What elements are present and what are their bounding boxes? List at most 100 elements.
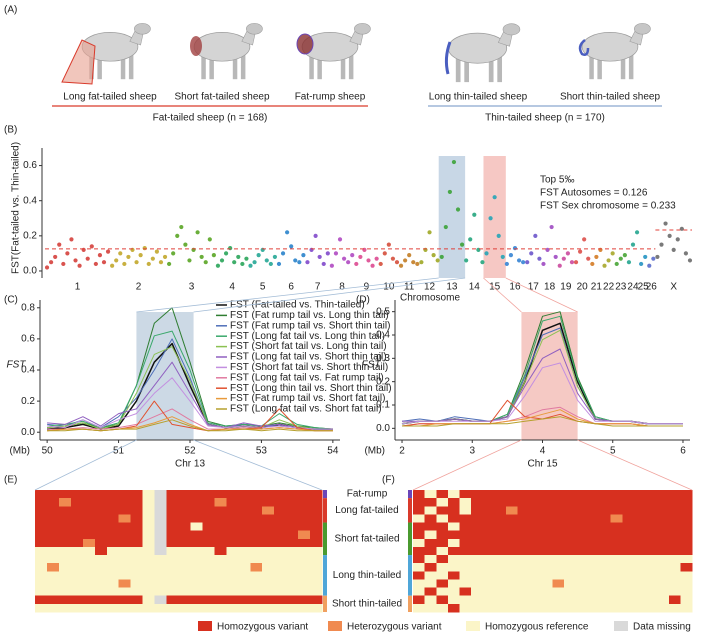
heatmap-cell [106,530,120,540]
heatmap-cell [494,595,507,605]
heatmap-cell [94,538,108,548]
heatmap-cell [529,490,542,499]
heatmap-cell [106,490,120,499]
heatmap-cell [680,595,693,605]
group-bar [323,490,327,499]
heatmap-cell [424,555,437,564]
heatmap-cell [610,506,623,515]
x-tick-label: 13 [446,282,458,293]
group-bar [323,522,327,556]
heatmap-cell [599,490,611,499]
heatmap-cell [413,579,425,588]
heatmap-cell [564,603,577,613]
heatmap-cell [529,579,542,588]
heatmap-cell [82,546,96,556]
heatmap-cell [35,538,48,548]
heatmap-cell [529,571,542,580]
heatmap-cell [238,603,251,613]
heatmap-cell [424,506,437,515]
data-point [337,237,343,242]
heatmap-cell [680,587,693,597]
heatmap-cell [447,522,460,531]
group-label: Fat-rump [347,489,388,500]
heatmap-cell [35,514,48,523]
heatmap-cell [668,579,681,588]
y-axis-title: FST(Fat-tailed vs. Thin-tailed) [11,142,22,274]
data-point [622,253,627,258]
heatmap-cell [436,538,449,548]
heatmap-cell [540,506,553,515]
heatmap-cell [250,595,263,605]
series-line [47,307,333,430]
heatmap-cell [58,538,72,548]
data-point [219,258,225,263]
heatmap-cell [599,506,611,515]
breed-label: Long fat-tailed sheep [63,92,157,103]
heatmap-cell [622,506,635,515]
x-axis-title: Chromosome [400,293,460,304]
series-line [401,362,683,425]
heatmap-cell [94,522,108,531]
data-point [101,260,107,265]
data-point [508,253,514,258]
heatmap-cell [310,498,323,507]
data-point [285,230,290,235]
heatmap-cell [552,498,565,507]
x-tick-label: 14 [469,282,481,293]
heatmap-cell [633,514,646,523]
heatmap-cell [130,506,143,515]
heatmap-cell [459,555,472,564]
heatmap-cell [106,587,120,597]
heatmap-cell [202,490,215,499]
heatmap-cell [645,522,658,531]
heatmap-cell [622,595,635,605]
heatmap-cell [575,587,588,597]
heatmap-cell [214,546,227,556]
heatmap-cell [668,587,681,597]
heatmap-cell [298,506,311,515]
heatmap-cell [540,514,553,523]
heatmap-cell [214,530,227,540]
heatmap-cell [494,530,507,540]
group-label: Thin-tailed sheep (n = 170) [485,113,605,124]
heatmap-cell [645,587,658,597]
data-point [272,254,278,260]
heatmap-cell [178,587,191,597]
heatmap-cell [657,555,670,564]
heatmap-cell [506,530,518,540]
heatmap-cell [178,595,191,605]
heatmap-cell [298,546,311,556]
heatmap-cell [494,498,507,507]
heatmap-cell [154,506,167,515]
heatmap-cell [564,546,577,556]
heatmap-cell [657,571,670,580]
heatmap-cell [447,498,460,507]
heatmap-cell [142,571,155,580]
heatmap-cell [58,506,72,515]
x-tick-label: 2 [136,282,142,293]
data-point [561,256,566,261]
data-point [358,254,363,260]
heatmap-cell [310,506,323,515]
heatmap-cell [178,603,191,613]
heatmap-cell [262,522,275,531]
heatmap-cell [82,538,96,548]
heatmap-cell [564,530,577,540]
heatmap-cell [413,490,425,499]
heatmap-cell [154,587,167,597]
heatmap-cell [668,563,681,572]
y-tick-label: 0.6 [21,334,35,345]
heatmap-cell [286,546,299,556]
x-tick-label: 2 [399,446,405,457]
heatmap-cell [94,595,108,605]
heatmap-cell [587,538,600,548]
heatmap-cell [447,490,460,499]
legend-label: FST (Fat rump tail vs. Long thin tail) [230,310,389,321]
heatmap-cell [166,555,179,564]
data-point [325,251,330,256]
data-point [386,242,391,247]
heatmap-cell [178,506,191,515]
heatmap-cell [154,595,167,605]
heatmap-cell [106,563,120,572]
